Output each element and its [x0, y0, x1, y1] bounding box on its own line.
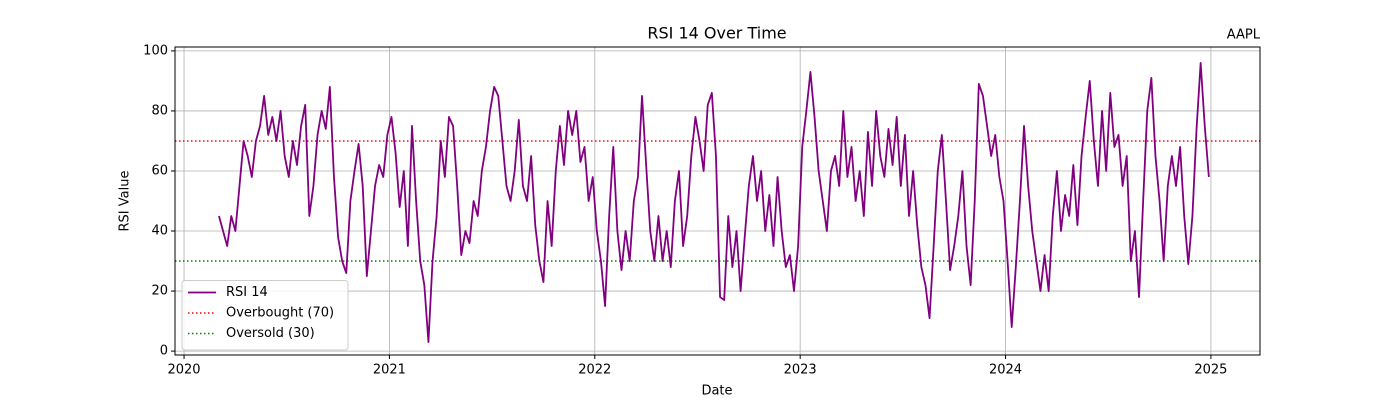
plot-frame [174, 46, 1261, 356]
x-tick-label: 2022 [578, 363, 611, 378]
x-tick-label: 2023 [784, 363, 817, 378]
y-tick-label: 100 [143, 43, 168, 58]
annotation: AAPL [1227, 28, 1261, 43]
legend-label: Oversold (30) [226, 326, 315, 341]
x-tick-label: 2020 [167, 363, 200, 378]
y-tick-label: 40 [151, 224, 168, 239]
x-tick-label: 2025 [1194, 363, 1227, 378]
chart-title: RSI 14 Over Time [647, 24, 786, 43]
x-tick-label: 2024 [989, 363, 1022, 378]
y-axis-label: RSI Value [118, 171, 133, 232]
y-tick-label: 20 [151, 284, 168, 299]
legend-label: RSI 14 [226, 285, 268, 300]
legend-label: Overbought (70) [226, 306, 334, 321]
data-line [218, 62, 1210, 343]
y-tick-label: 60 [151, 163, 168, 178]
y-tick-label: 0 [160, 344, 168, 359]
y-tick-label: 80 [151, 103, 168, 118]
x-tick-label: 2021 [373, 363, 406, 378]
legend-box [181, 280, 349, 351]
x-axis-label: Date [701, 384, 732, 399]
